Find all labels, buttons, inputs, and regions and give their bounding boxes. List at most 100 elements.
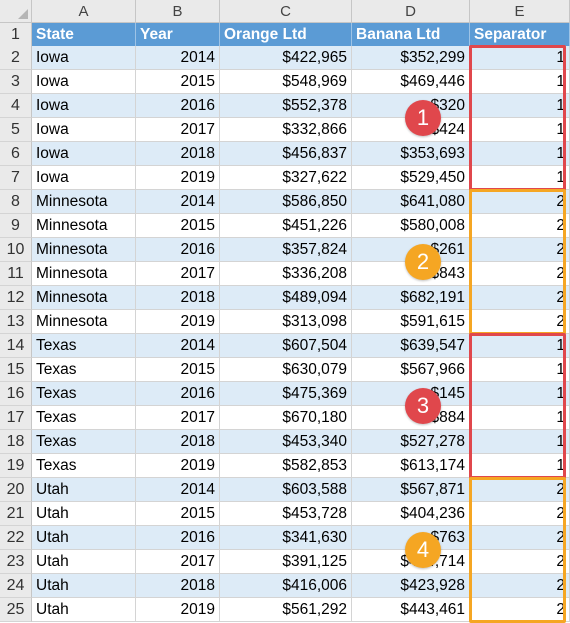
row-header[interactable]: 1 — [0, 23, 32, 47]
table-cell[interactable]: $423,928 — [352, 574, 470, 598]
table-cell[interactable]: Texas — [32, 334, 136, 358]
table-cell[interactable]: 2 — [470, 214, 570, 238]
row-header[interactable]: 21 — [0, 502, 32, 526]
table-cell[interactable]: 2016 — [136, 238, 220, 262]
table-cell[interactable]: 2 — [470, 574, 570, 598]
table-cell[interactable]: $453,340 — [220, 430, 352, 454]
row-header[interactable]: 11 — [0, 262, 32, 286]
table-cell[interactable]: 2017 — [136, 406, 220, 430]
table-cell[interactable]: 2018 — [136, 574, 220, 598]
table-cell[interactable]: Iowa — [32, 118, 136, 142]
table-cell[interactable]: $327,622 — [220, 166, 352, 190]
table-cell[interactable]: $586,850 — [220, 190, 352, 214]
table-cell[interactable]: Utah — [32, 550, 136, 574]
table-cell[interactable]: Minnesota — [32, 262, 136, 286]
table-cell[interactable]: $580,008 — [352, 214, 470, 238]
row-header[interactable]: 4 — [0, 94, 32, 118]
table-cell[interactable]: $313,098 — [220, 310, 352, 334]
table-cell[interactable]: $682,191 — [352, 286, 470, 310]
table-cell[interactable]: 2018 — [136, 142, 220, 166]
table-cell[interactable]: 1 — [470, 406, 570, 430]
table-cell[interactable]: $603,588 — [220, 478, 352, 502]
table-cell[interactable]: 2016 — [136, 382, 220, 406]
column-header-a[interactable]: A — [32, 0, 136, 23]
row-header[interactable]: 19 — [0, 454, 32, 478]
table-cell[interactable]: 2017 — [136, 118, 220, 142]
select-all-corner[interactable] — [0, 0, 32, 23]
table-cell[interactable]: $475,369 — [220, 382, 352, 406]
row-header[interactable]: 25 — [0, 598, 32, 622]
table-cell[interactable]: 1 — [470, 358, 570, 382]
row-header[interactable]: 20 — [0, 478, 32, 502]
table-cell[interactable]: Minnesota — [32, 286, 136, 310]
table-cell[interactable]: 2014 — [136, 190, 220, 214]
header-cell[interactable]: Year — [136, 23, 220, 47]
table-cell[interactable]: Utah — [32, 478, 136, 502]
table-cell[interactable]: 2015 — [136, 214, 220, 238]
table-cell[interactable]: $469,446 — [352, 70, 470, 94]
table-cell[interactable]: $529,450 — [352, 166, 470, 190]
table-cell[interactable]: $353,693 — [352, 142, 470, 166]
table-cell[interactable]: $332,866 — [220, 118, 352, 142]
table-cell[interactable]: 2 — [470, 286, 570, 310]
table-cell[interactable]: 1 — [470, 430, 570, 454]
table-cell[interactable]: 2019 — [136, 310, 220, 334]
column-header-e[interactable]: E — [470, 0, 570, 23]
row-header[interactable]: 6 — [0, 142, 32, 166]
table-cell[interactable]: $357,824 — [220, 238, 352, 262]
table-cell[interactable]: 1 — [470, 334, 570, 358]
table-cell[interactable]: 1 — [470, 166, 570, 190]
table-cell[interactable]: 2019 — [136, 166, 220, 190]
table-cell[interactable]: $607,504 — [220, 334, 352, 358]
row-header[interactable]: 15 — [0, 358, 32, 382]
table-cell[interactable]: Minnesota — [32, 238, 136, 262]
table-cell[interactable]: $489,094 — [220, 286, 352, 310]
table-cell[interactable]: $404,236 — [352, 502, 470, 526]
table-cell[interactable]: $613,174 — [352, 454, 470, 478]
table-cell[interactable]: Texas — [32, 358, 136, 382]
table-cell[interactable]: 2016 — [136, 526, 220, 550]
table-cell[interactable]: 2 — [470, 190, 570, 214]
header-cell[interactable]: State — [32, 23, 136, 47]
table-cell[interactable]: 1 — [470, 46, 570, 70]
row-header[interactable]: 14 — [0, 334, 32, 358]
table-cell[interactable]: $341,630 — [220, 526, 352, 550]
table-cell[interactable]: Utah — [32, 526, 136, 550]
table-cell[interactable]: Utah — [32, 502, 136, 526]
row-header[interactable]: 12 — [0, 286, 32, 310]
table-cell[interactable]: 1 — [470, 454, 570, 478]
table-cell[interactable]: Iowa — [32, 70, 136, 94]
table-cell[interactable]: 1 — [470, 118, 570, 142]
table-cell[interactable]: $422,965 — [220, 46, 352, 70]
table-cell[interactable]: $443,461 — [352, 598, 470, 622]
table-cell[interactable]: $336,208 — [220, 262, 352, 286]
row-header[interactable]: 13 — [0, 310, 32, 334]
table-cell[interactable]: $567,966 — [352, 358, 470, 382]
table-cell[interactable]: $352,299 — [352, 46, 470, 70]
table-cell[interactable]: $567,871 — [352, 478, 470, 502]
table-cell[interactable]: Minnesota — [32, 310, 136, 334]
table-cell[interactable]: Texas — [32, 406, 136, 430]
table-cell[interactable]: $641,080 — [352, 190, 470, 214]
table-cell[interactable]: 1 — [470, 382, 570, 406]
table-cell[interactable]: 2014 — [136, 334, 220, 358]
table-cell[interactable]: 2 — [470, 598, 570, 622]
table-cell[interactable]: $451,226 — [220, 214, 352, 238]
row-header[interactable]: 23 — [0, 550, 32, 574]
column-header-b[interactable]: B — [136, 0, 220, 23]
table-cell[interactable]: 2017 — [136, 550, 220, 574]
table-cell[interactable]: 2015 — [136, 70, 220, 94]
table-cell[interactable]: $552,378 — [220, 94, 352, 118]
row-header[interactable]: 3 — [0, 70, 32, 94]
table-cell[interactable]: 2014 — [136, 46, 220, 70]
row-header[interactable]: 7 — [0, 166, 32, 190]
table-cell[interactable]: 2015 — [136, 358, 220, 382]
row-header[interactable]: 18 — [0, 430, 32, 454]
table-cell[interactable]: $561,292 — [220, 598, 352, 622]
table-cell[interactable]: 1 — [470, 70, 570, 94]
row-header[interactable]: 8 — [0, 190, 32, 214]
column-header-d[interactable]: D — [352, 0, 470, 23]
table-cell[interactable]: $630,079 — [220, 358, 352, 382]
table-cell[interactable]: 2017 — [136, 262, 220, 286]
row-header[interactable]: 9 — [0, 214, 32, 238]
